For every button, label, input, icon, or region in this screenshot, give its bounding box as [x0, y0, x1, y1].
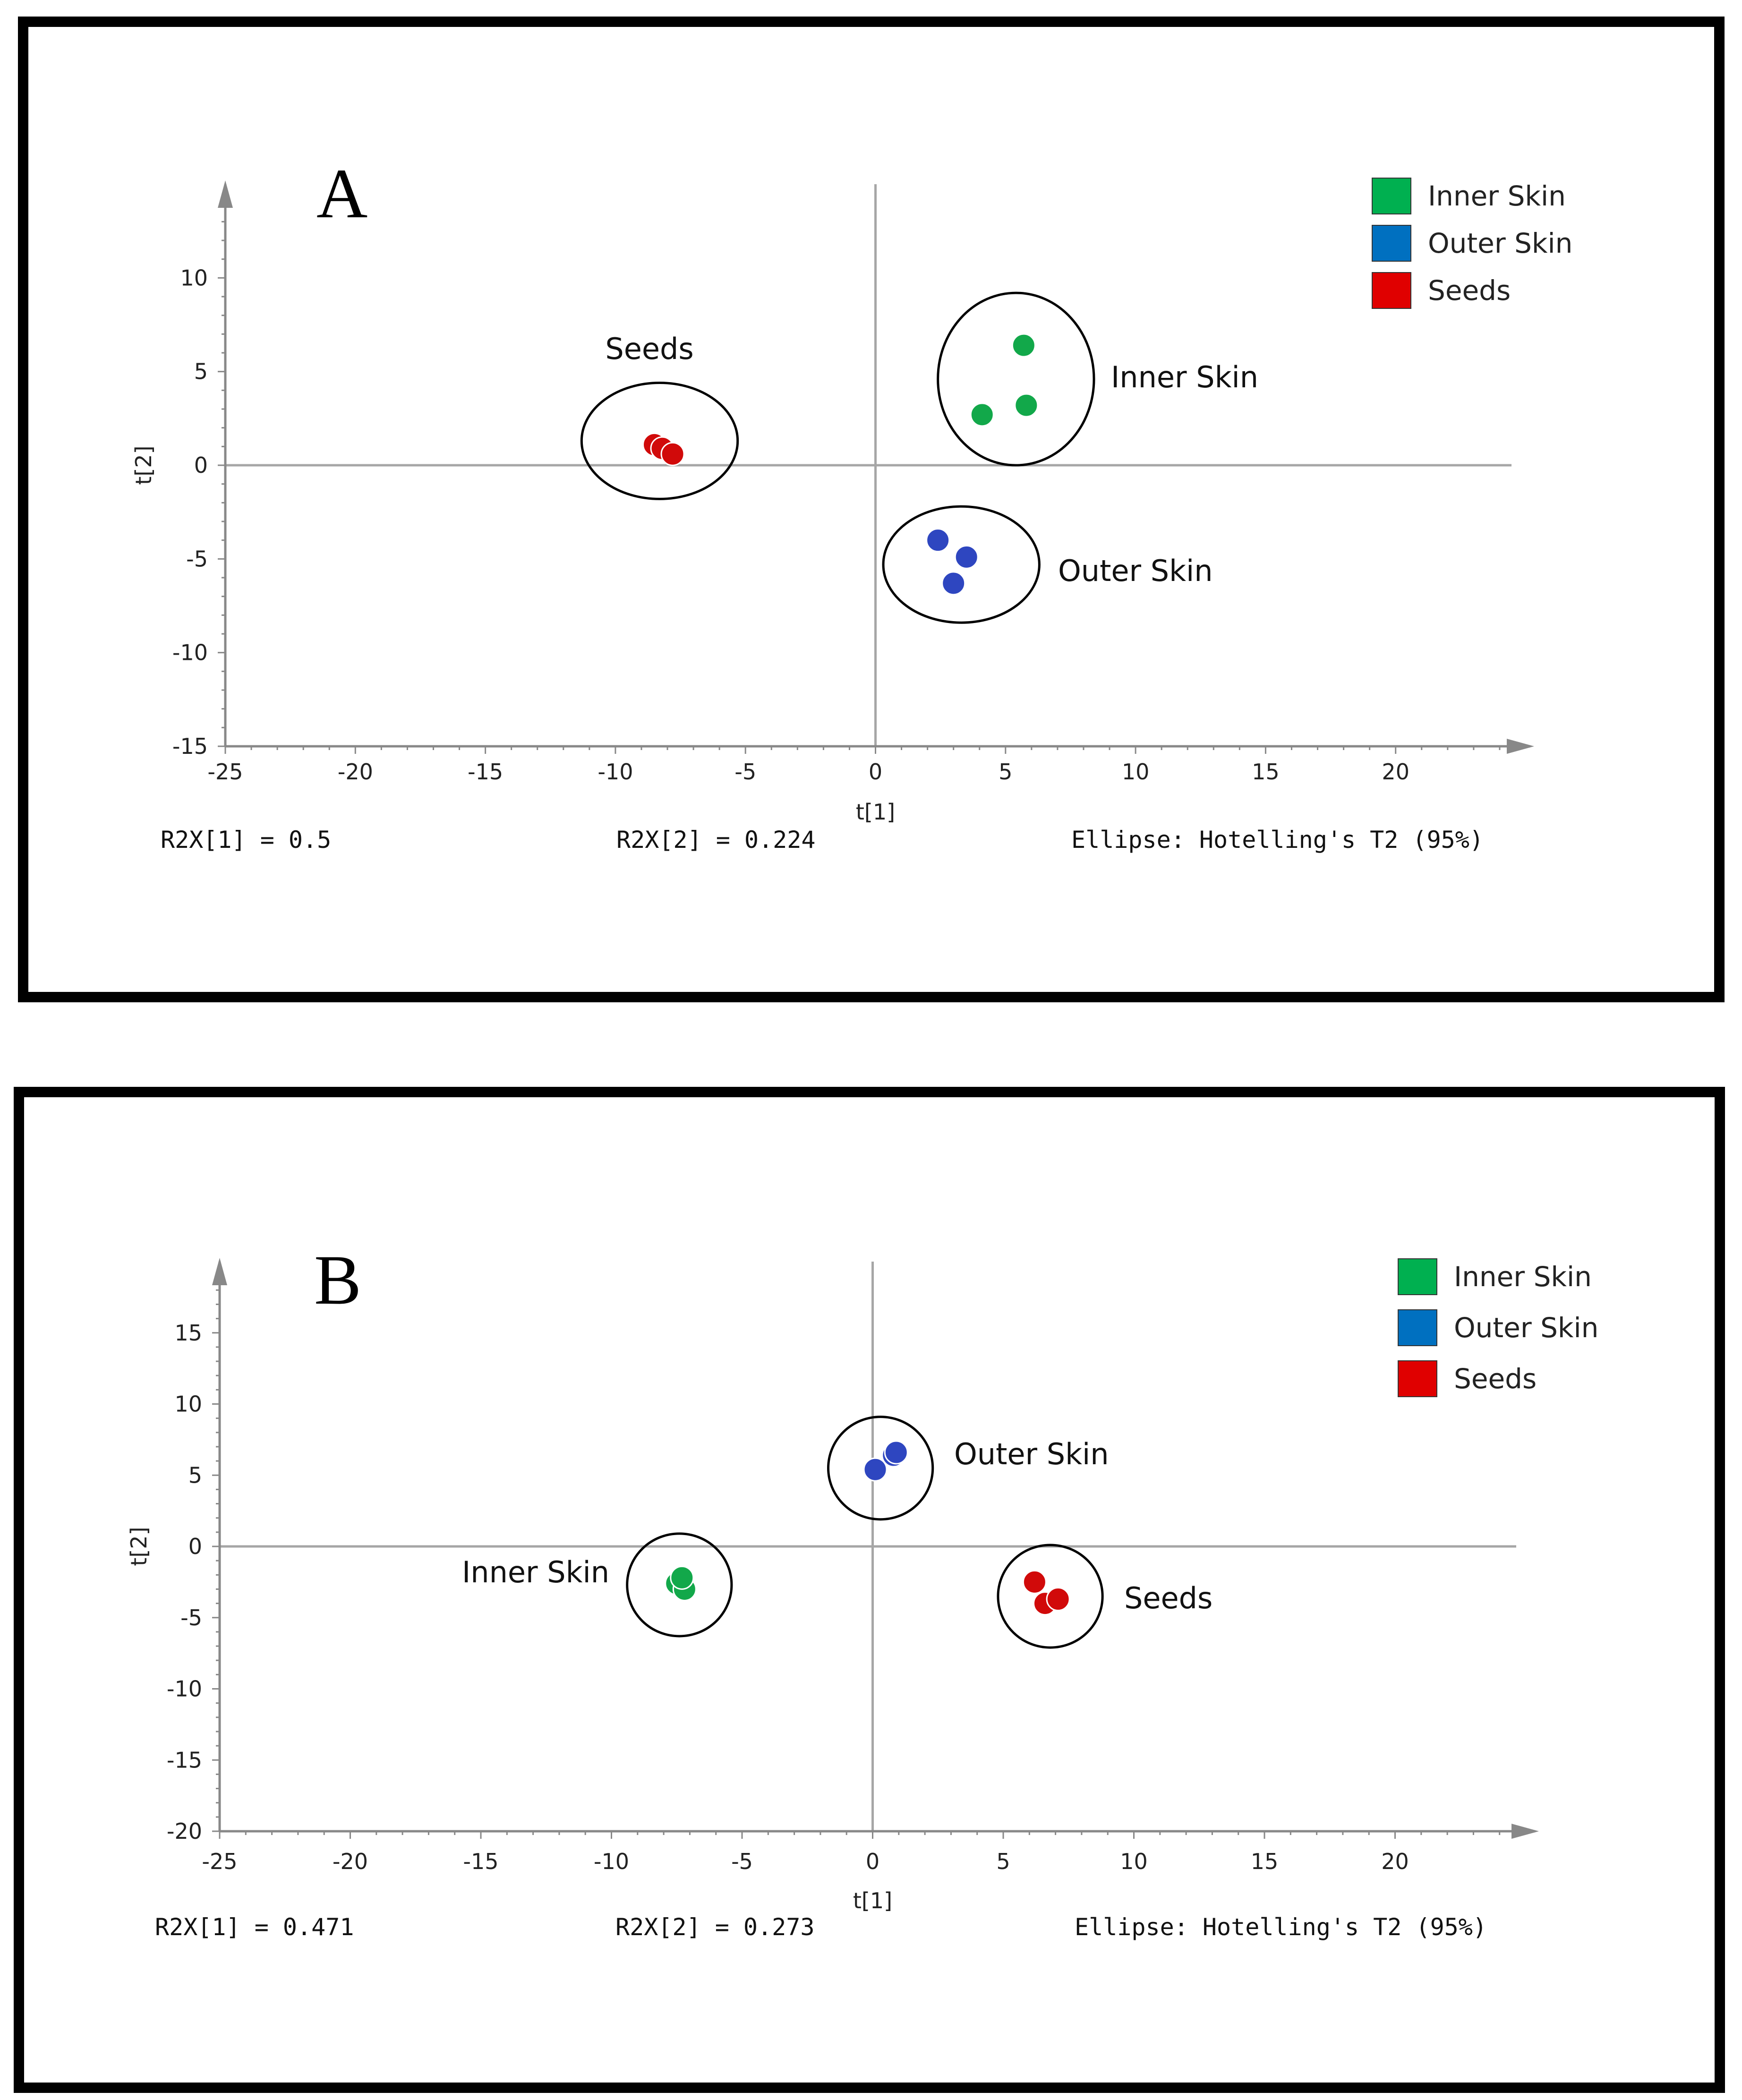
panel-b-x-axis-arrow-icon [1511, 1824, 1539, 1839]
panel-a-x-axis-title: t[1] [856, 799, 895, 825]
panel-b-y-tick-label: -15 [167, 1747, 202, 1773]
panel-b-letter: B [314, 1241, 361, 1319]
panel-b-y-tick-label: 0 [188, 1534, 202, 1559]
panel-b-ellipse-seeds [997, 1544, 1104, 1649]
panel-a-point-inner-skin [1014, 393, 1039, 418]
panel-a-legend-label-inner-skin: Inner Skin [1428, 180, 1566, 212]
panel-b-y-axis-title: t[2] [126, 1527, 152, 1566]
panel-b-r2x1: R2X[1] = 0.471 [155, 1913, 354, 1941]
panel-b-point-outer-skin [884, 1440, 908, 1465]
panel-b-r2x2: R2X[2] = 0.273 [615, 1913, 814, 1941]
panel-b-x-tick-label: -15 [463, 1849, 498, 1874]
panel-a-plot: -25 -20 -15 -10 -5 0 5 10 15 20 10 5 0 -5 -10 -15 t[1] t[… [131, 154, 1572, 854]
panel-a-y-tick-label: -15 [172, 734, 208, 759]
panel-a-r2x2: R2X[2] = 0.224 [616, 826, 815, 854]
panel-a-ellipse-outer-skin [882, 505, 1041, 624]
panel-b-y-axis-arrow-icon [212, 1258, 227, 1285]
panel-b-ellipse-caption: Ellipse: Hotelling's T2 (95%) [1075, 1913, 1487, 1941]
panel-a-group-label-outer-skin: Outer Skin [1058, 554, 1213, 588]
panel-a-legend-label-seeds: Seeds [1428, 274, 1511, 307]
panel-a-x-tick-label: 5 [999, 759, 1012, 785]
panel-a-point-outer-skin [941, 571, 966, 596]
panel-a-x-tick-label: 0 [869, 759, 882, 785]
panel-a-frame [18, 17, 1725, 1002]
panel-b-x-tick-label: 20 [1381, 1849, 1409, 1874]
panel-b-group-label-seeds: Seeds [1124, 1581, 1213, 1615]
panel-a-y-axis-arrow-icon [218, 180, 233, 208]
panel-b-legend-label-seeds: Seeds [1454, 1363, 1537, 1395]
panel-a-point-inner-skin [970, 402, 994, 427]
panel-a-x-tick-label: -20 [338, 759, 373, 785]
panel-b-group-label-inner-skin: Inner Skin [462, 1555, 609, 1589]
panel-b-y-tick-label: -20 [167, 1818, 202, 1844]
panel-a-legend-swatch-seeds [1372, 272, 1411, 309]
panel-a-group-label-inner-skin: Inner Skin [1111, 360, 1258, 394]
panel-b-x-axis-title: t[1] [853, 1888, 892, 1913]
panel-b-y-tick-label: 5 [188, 1462, 202, 1488]
panel-a-x-tick-label: -15 [468, 759, 503, 785]
panel-b-frame [14, 1087, 1725, 2093]
panel-a-y-tick-label: 5 [194, 359, 208, 384]
panel-b-legend-swatch-inner-skin [1398, 1258, 1437, 1295]
panel-b-x-tick-label: -10 [594, 1849, 629, 1874]
panel-a-y-axis-title: t[2] [131, 445, 156, 485]
panel-a-x-tick-label: 10 [1122, 759, 1150, 785]
panel-a-ellipse-inner-skin [937, 291, 1095, 467]
panel-a-point-seeds [660, 442, 685, 466]
panel-b-x-tick-label: 0 [866, 1849, 880, 1874]
panel-a-point-outer-skin [926, 528, 950, 553]
panel-a-ellipse-seeds [580, 381, 739, 500]
panel-a-ellipse-caption: Ellipse: Hotelling's T2 (95%) [1071, 826, 1484, 854]
panel-a-group-label-seeds: Seeds [605, 332, 693, 366]
panel-b-legend-label-inner-skin: Inner Skin [1454, 1261, 1592, 1293]
panel-b-x-tick-label: 15 [1251, 1849, 1279, 1874]
panel-b-y-tick-label: 15 [174, 1320, 202, 1346]
panel-b-ellipse-outer-skin [827, 1416, 934, 1521]
panel-a-y-tick-label: 10 [180, 265, 208, 290]
panel-a-point-outer-skin [954, 545, 979, 569]
panel-b-point-seeds [1022, 1570, 1047, 1594]
panel-b-legend-label-outer-skin: Outer Skin [1454, 1312, 1598, 1344]
panel-b-y-tick-label: -10 [167, 1676, 202, 1702]
panel-a-legend-swatch-outer-skin [1372, 225, 1411, 262]
panel-a-legend-swatch-inner-skin [1372, 178, 1411, 214]
panel-a-x-tick-label: 20 [1382, 759, 1409, 785]
panel-b-plot: -25 -20 -15 -10 -5 0 5 10 15 20151050-5-10-15-20t… [126, 1241, 1598, 1941]
panel-b-y-tick-label: -5 [180, 1605, 202, 1630]
panel-b-point-outer-skin [863, 1457, 888, 1482]
panel-b-x-tick-label: 5 [996, 1849, 1010, 1874]
panel-a-x-axis-arrow-icon [1507, 739, 1534, 754]
panel-b-x-tick-label: -20 [333, 1849, 368, 1874]
panel-b-x-tick-label: -25 [202, 1849, 237, 1874]
panel-b-legend-swatch-seeds [1398, 1360, 1437, 1397]
panel-b-x-tick-label: -5 [731, 1849, 753, 1874]
panel-a-letter: A [316, 154, 367, 233]
panel-a-x-tick-label: 15 [1252, 759, 1280, 785]
panel-b-y-tick-label: 10 [174, 1391, 202, 1417]
panel-b-x-tick-label: 10 [1120, 1849, 1148, 1874]
panel-a-x-tick-label: -10 [598, 759, 633, 785]
panel-a-y-tick-label: -10 [172, 640, 208, 666]
panel-a-y-tick-label: 0 [194, 452, 208, 478]
panel-b-legend-swatch-outer-skin [1398, 1309, 1437, 1346]
panel-b-group-label-outer-skin: Outer Skin [954, 1437, 1109, 1471]
panel-b-ellipse-inner-skin [626, 1532, 733, 1638]
panel-b-point-inner-skin [670, 1565, 694, 1590]
panel-a-x-tick-label: -25 [207, 759, 243, 785]
panel-a-r2x1: R2X[1] = 0.5 [161, 826, 331, 854]
panel-a-x-tick-label: -5 [734, 759, 756, 785]
panel-b-point-seeds [1046, 1587, 1070, 1612]
panel-a-point-inner-skin [1011, 333, 1036, 358]
panel-a-legend-label-outer-skin: Outer Skin [1428, 227, 1572, 259]
panel-a-y-tick-label: -5 [186, 546, 208, 572]
